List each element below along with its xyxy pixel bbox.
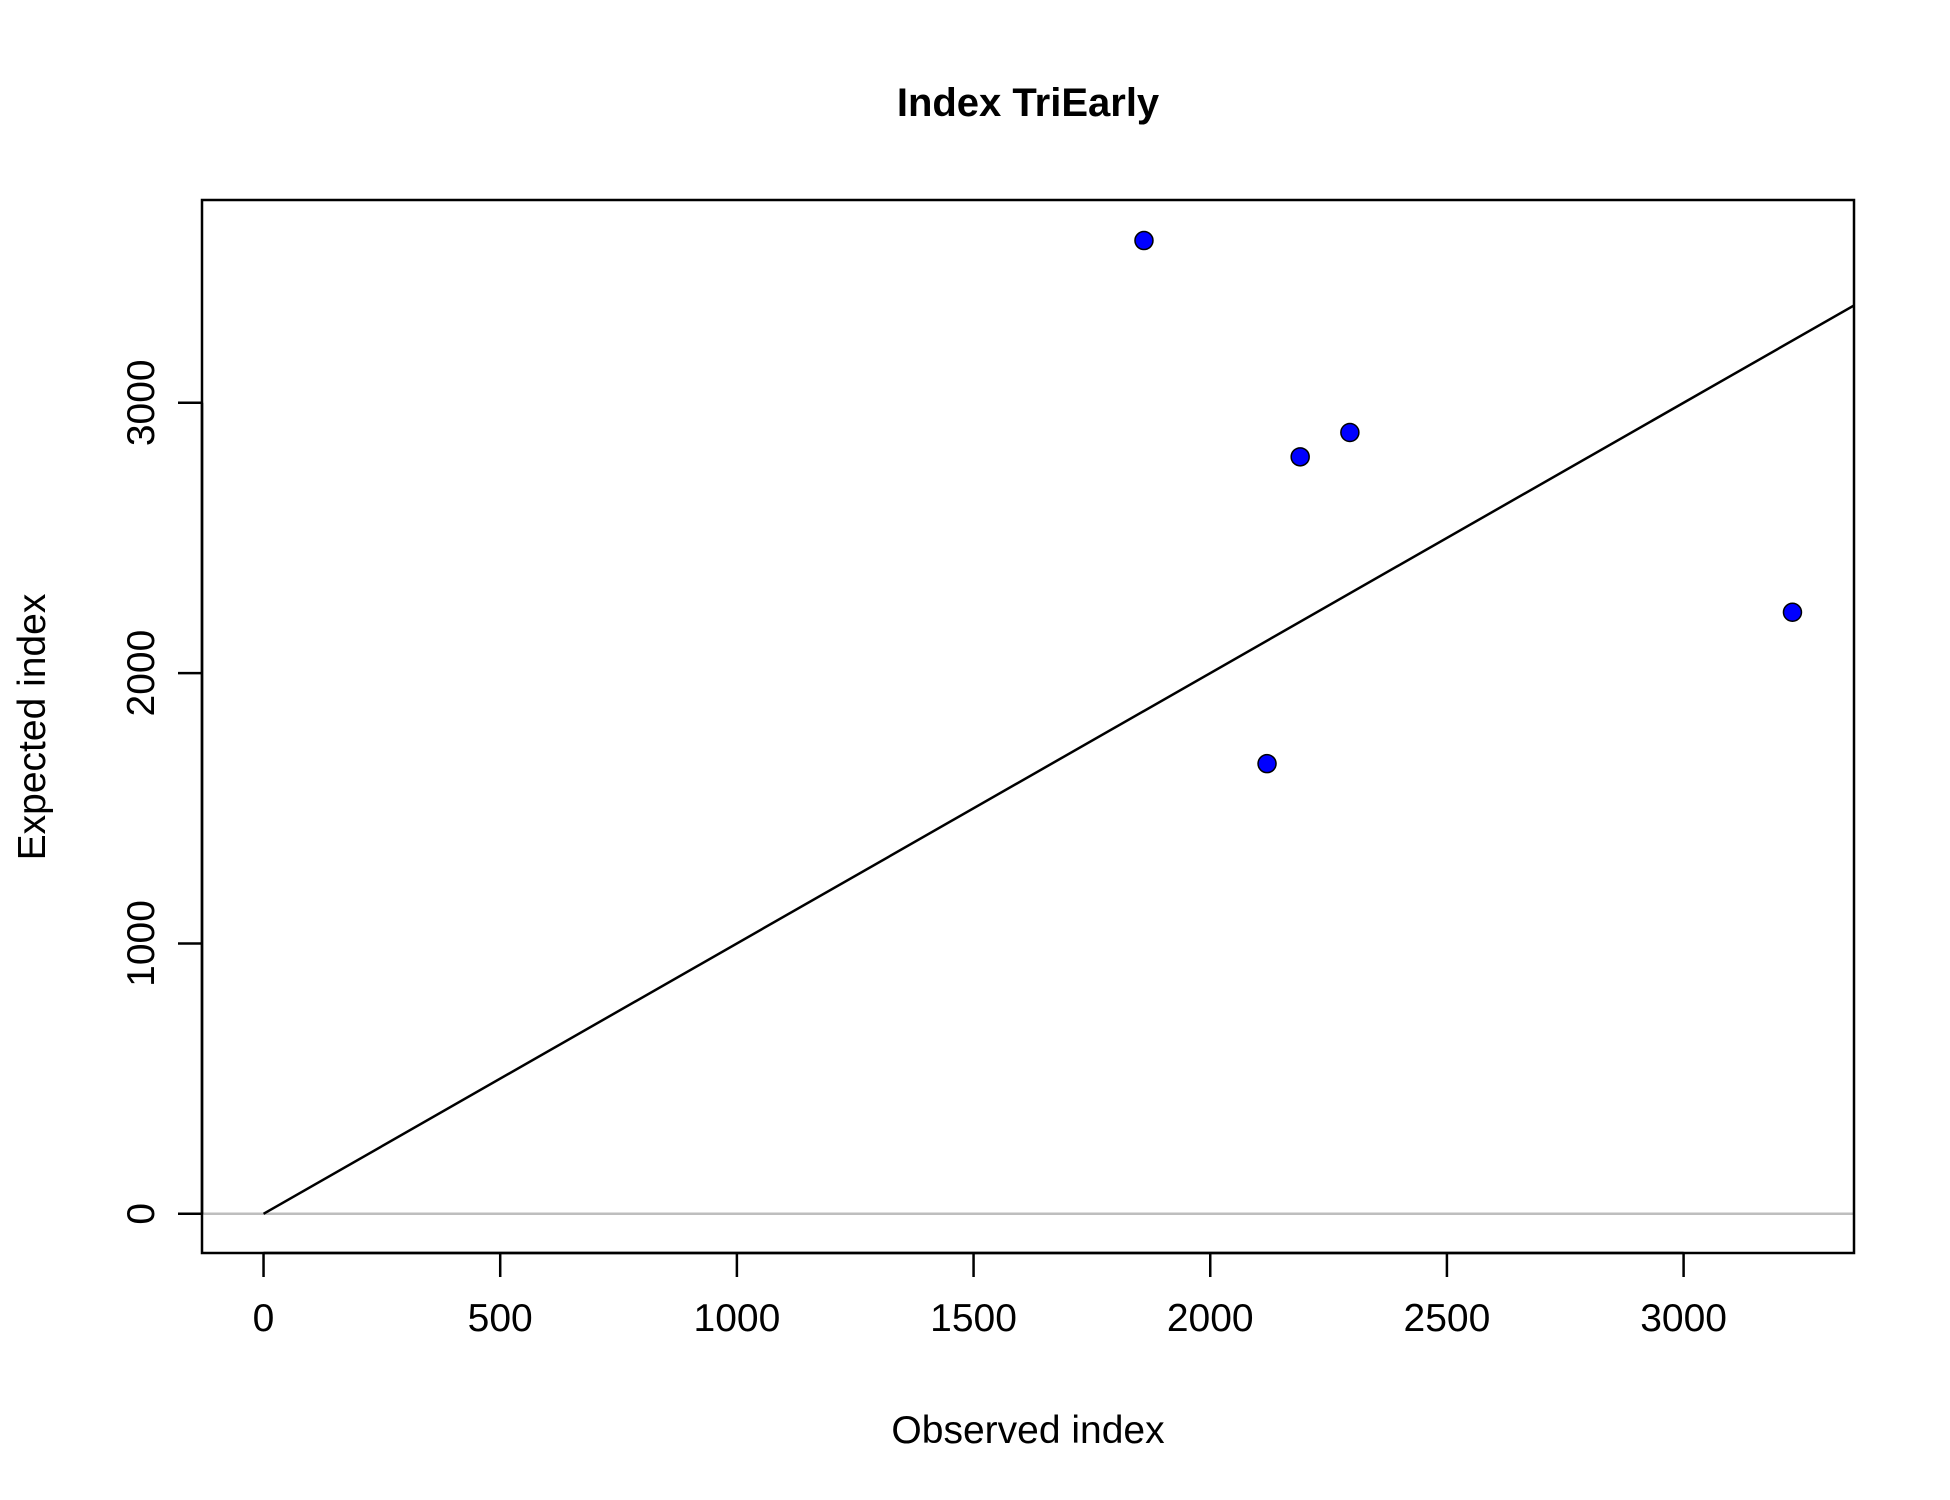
plot-area	[202, 230, 1854, 1216]
plot-frame	[200, 198, 1856, 1255]
data-point-5	[1782, 602, 1803, 623]
data-point-4	[1257, 753, 1277, 774]
x-axis-title: Observed index	[891, 1409, 1165, 1452]
chart-title: Index TriEarly	[897, 81, 1160, 125]
x-tick-label-0: 0	[253, 1297, 275, 1340]
x-tick-label-500: 500	[468, 1297, 533, 1340]
y-tick-label-0: 0	[120, 1203, 163, 1225]
data-point-1	[1134, 230, 1154, 251]
identity-line	[262, 304, 1854, 1215]
x-tick-label-1500: 1500	[930, 1297, 1017, 1340]
y-axis-title: Expected index	[11, 593, 54, 860]
data-point-3	[1340, 422, 1360, 443]
x-tick-label-2000: 2000	[1167, 1297, 1254, 1340]
x-tick-label-1000: 1000	[694, 1297, 781, 1340]
y-tick-label-1000: 1000	[120, 900, 163, 987]
y-tick-label-3000: 3000	[120, 359, 163, 446]
x-tick-label-3000: 3000	[1640, 1297, 1727, 1340]
y-axis: 0 1000 2000 3000	[120, 359, 204, 1225]
x-axis: 0 500 1000 1500 2000 2500 3000	[253, 1251, 1727, 1340]
data-point-2	[1290, 447, 1310, 467]
y-tick-label-2000: 2000	[120, 630, 163, 717]
x-tick-label-2500: 2500	[1404, 1297, 1491, 1340]
